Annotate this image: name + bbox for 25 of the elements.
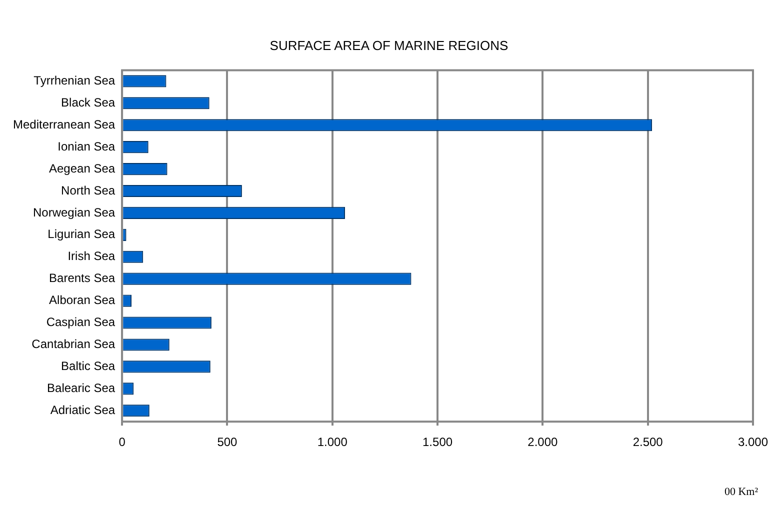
x-tick-label: 1.500 (422, 435, 453, 450)
y-tick-label: Cantabrian Sea (32, 337, 116, 352)
y-tick-label: Black Sea (61, 95, 116, 110)
y-tick-label: Mediterranean Sea (12, 117, 116, 132)
y-tick-label: Balearic Sea (47, 380, 116, 395)
y-tick-label: Aegean Sea (49, 161, 116, 176)
y-tick-label: Ionian Sea (58, 139, 116, 154)
y-tick-label: Adriatic Sea (50, 402, 116, 417)
y-tick-label: Alboran Sea (49, 293, 116, 308)
y-tick-label: Tyrrhenian Sea (34, 73, 116, 88)
x-tick-label: 500 (217, 435, 238, 450)
y-tick-label: Norwegian Sea (33, 205, 116, 220)
x-tick-label: 2.000 (528, 435, 558, 450)
chart-title: SURFACE AREA OF MARINE REGIONS (268, 38, 510, 53)
x-tick-label: 3.000 (738, 435, 768, 450)
text: 00 Km² (724, 486, 758, 498)
y-tick-label: Caspian Sea (46, 315, 116, 330)
x-tick-label: 1.000 (317, 435, 348, 450)
y-tick-label: Baltic Sea (61, 359, 116, 374)
x-tick-label: 0 (118, 435, 126, 450)
y-tick-label: Ligurian Sea (48, 227, 116, 242)
x-tick-label: 2.500 (632, 435, 664, 450)
y-tick-label: Irish Sea (68, 249, 116, 264)
y-tick-label: North Sea (61, 183, 116, 198)
y-tick-label: Barents Sea (49, 271, 116, 286)
